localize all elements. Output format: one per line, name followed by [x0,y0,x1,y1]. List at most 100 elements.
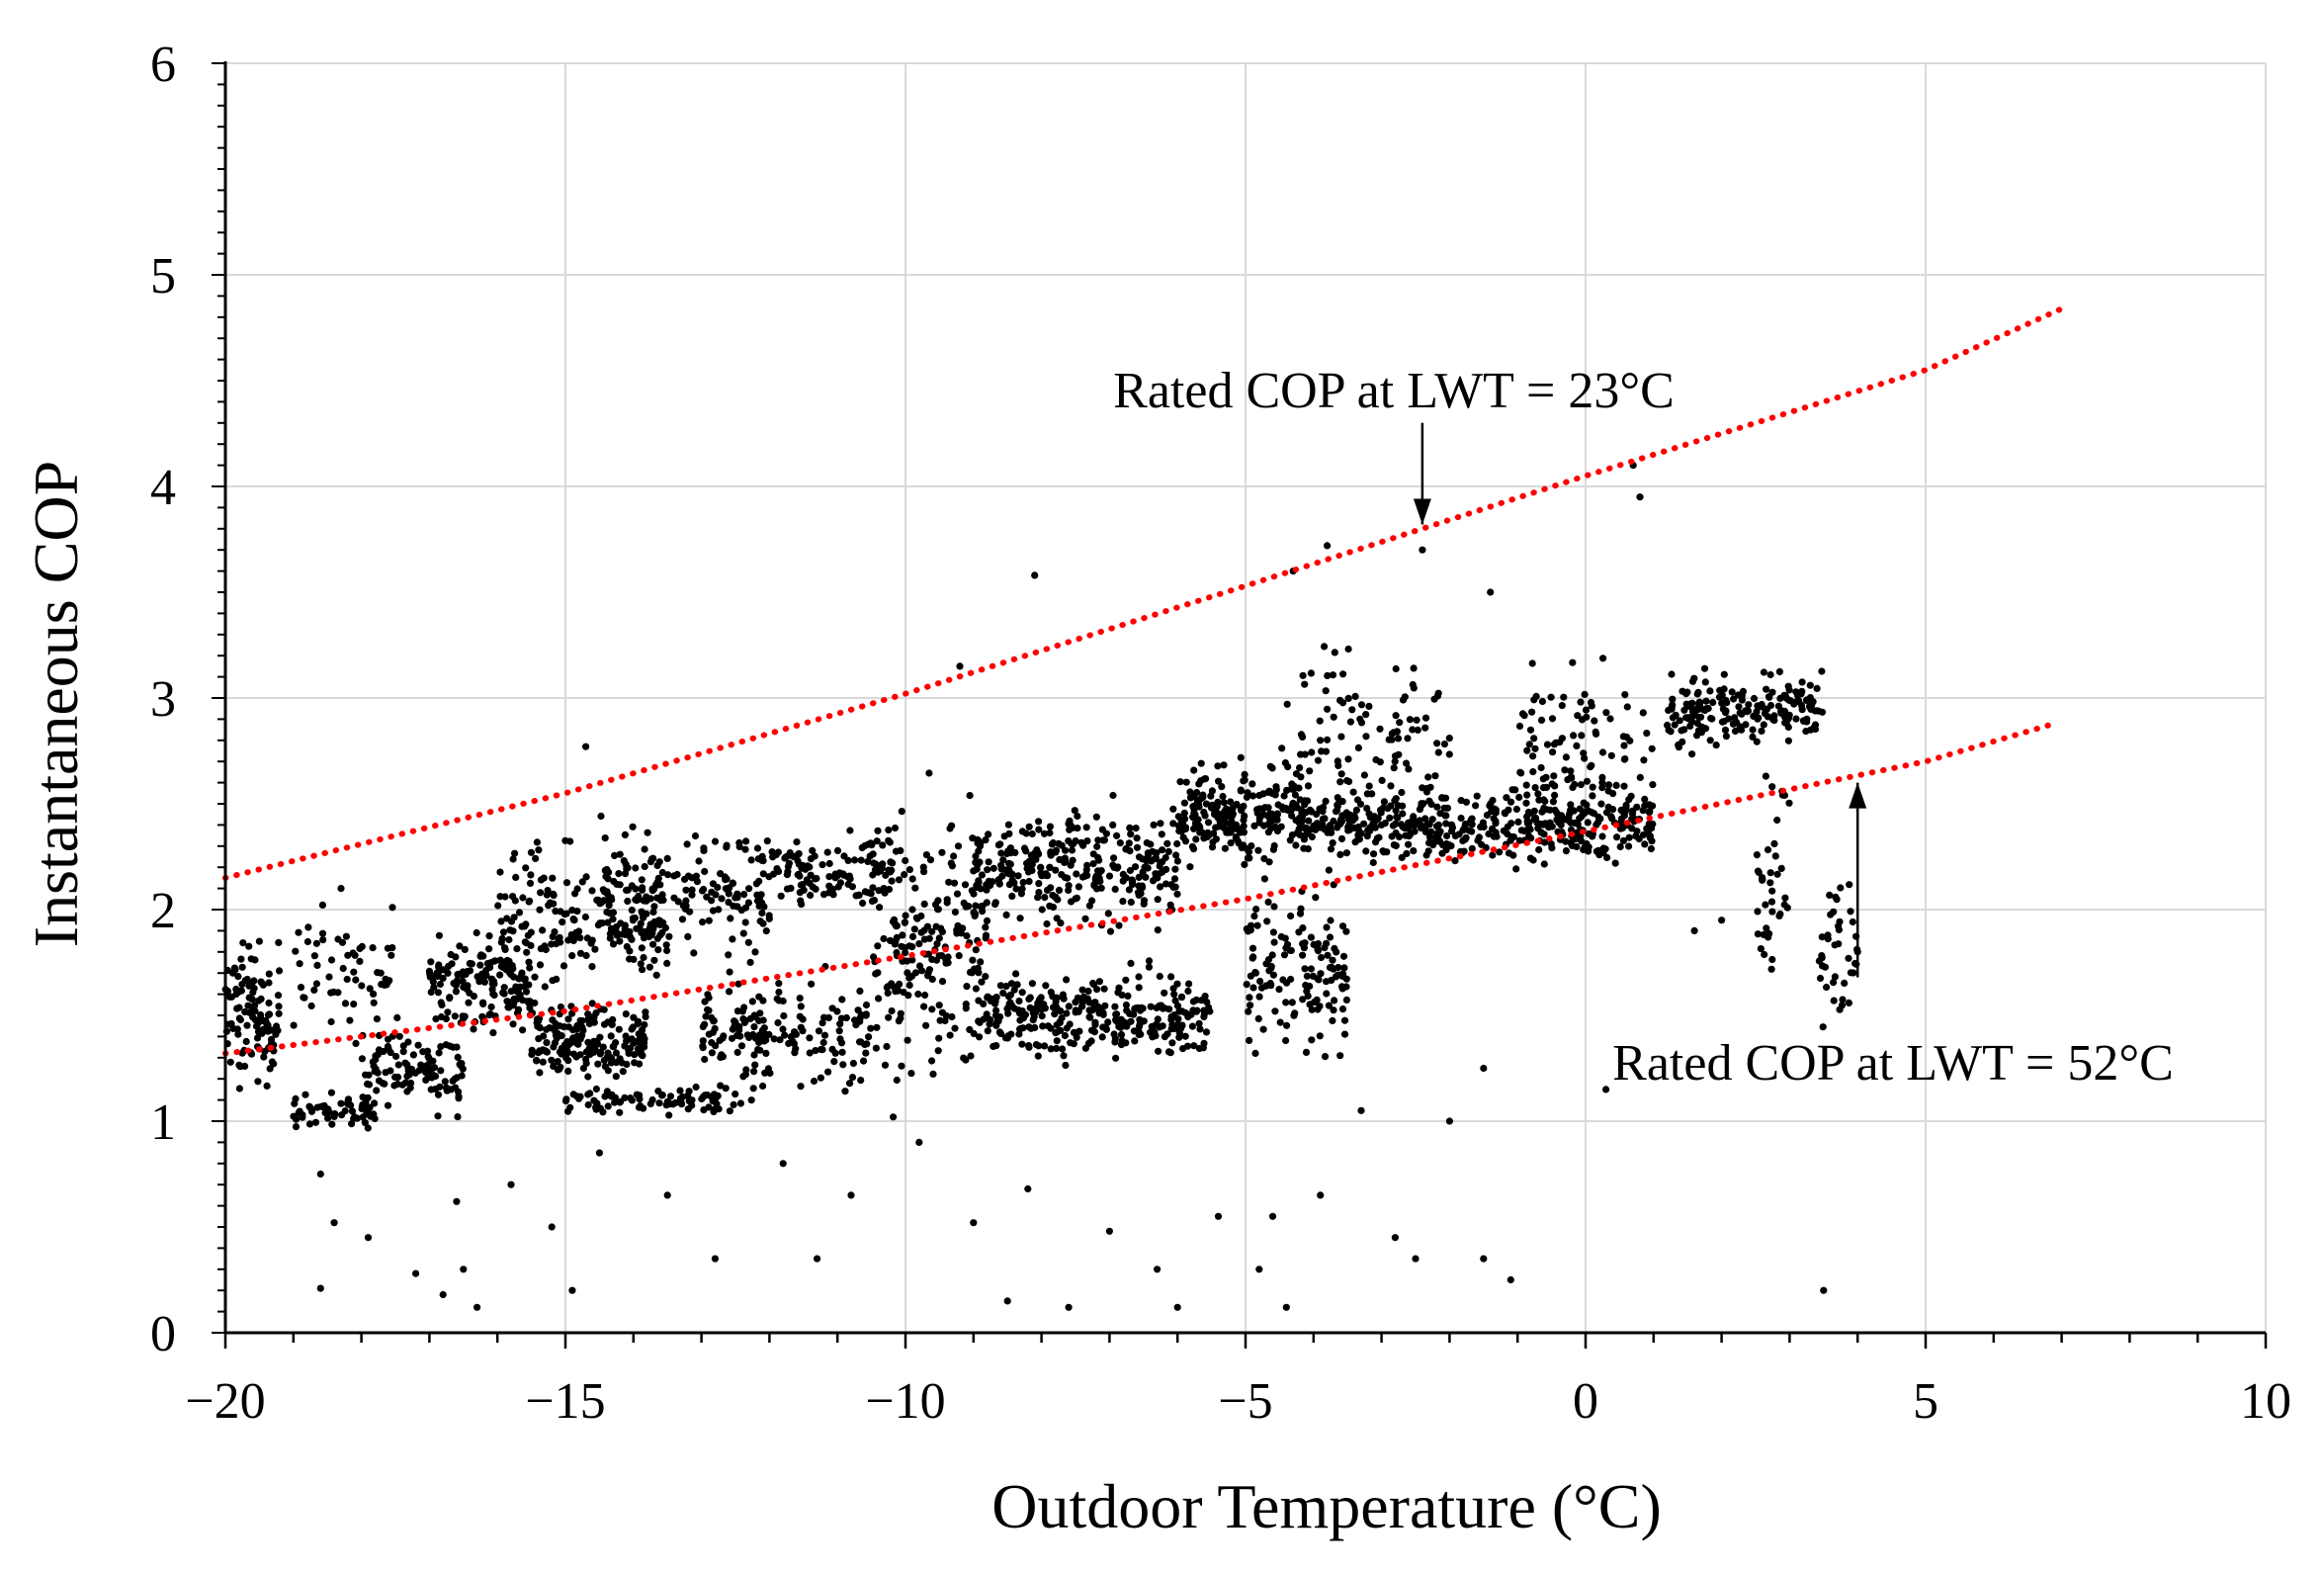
data-point [1386,814,1394,822]
data-point [1052,998,1060,1006]
data-point [1028,980,1036,988]
data-point [1221,844,1229,852]
data-point [1344,827,1352,834]
data-point [473,973,481,981]
data-point [605,902,613,910]
data-point [1766,879,1774,887]
data-point [1722,733,1730,741]
data-point [825,859,833,868]
data-point [238,1049,246,1057]
data-point [803,876,812,884]
data-point [1539,784,1548,792]
data-point [1240,777,1248,785]
data-point [1266,818,1274,826]
data-point [1321,944,1329,952]
data-point [1237,753,1245,761]
data-point [1158,830,1165,838]
data-point [1049,903,1058,912]
data-point [1315,976,1323,984]
data-point [265,999,273,1007]
data-point-outlier [663,1191,671,1199]
data-point [862,1011,870,1019]
data-point [760,1037,768,1045]
data-point [1109,821,1117,830]
data-point [1069,824,1076,831]
data-point [1515,793,1523,802]
data-point [889,859,897,867]
data-point [1307,965,1315,973]
data-point [911,884,919,892]
data-point [1284,807,1292,815]
data-point [1282,999,1290,1006]
data-point [1798,678,1806,686]
data-point [1546,819,1554,827]
data-point [1006,844,1014,852]
data-point [750,1051,758,1059]
data-point-outlier [439,1290,447,1299]
data-point-outlier [1602,1086,1610,1093]
data-point [1331,649,1338,656]
data-point [1763,924,1770,932]
data-point [255,997,263,1005]
data-point [567,932,576,940]
data-point [338,1111,346,1119]
data-point [638,876,646,884]
data-point [811,852,818,860]
data-point [1421,828,1429,836]
data-point [759,1082,767,1091]
data-point [1326,933,1334,941]
axes [212,61,2268,1349]
data-point [1578,732,1586,740]
data-point [765,912,773,919]
data-point [1451,831,1459,840]
data-point [1102,1024,1110,1032]
data-point [1625,833,1633,841]
data-point [1567,773,1576,781]
data-point [1008,892,1016,901]
data-point [848,883,857,891]
data-point [1175,827,1183,835]
data-point [1712,742,1720,749]
data-point [640,1104,647,1112]
data-point [717,1082,725,1090]
data-point [435,931,443,939]
data-point [861,841,869,850]
data-point [373,1015,381,1023]
data-point [1738,726,1746,734]
data-point [370,990,378,999]
data-point [1599,655,1607,662]
data-point [1577,698,1585,706]
data-point [1299,812,1307,821]
data-point [1029,1008,1037,1016]
data-point [1170,875,1179,883]
data-point [1162,865,1170,874]
data-point [1111,885,1119,894]
data-point [597,812,605,821]
data-point [1838,1002,1847,1009]
data-point [1348,817,1357,825]
data-point [384,1101,392,1109]
data-point [1100,985,1108,993]
data-point [1569,783,1577,792]
data-point [1500,827,1507,834]
data-point [1181,1032,1189,1040]
data-point [896,980,904,989]
data-point [1768,908,1776,916]
data-point [1135,973,1143,981]
data-point [293,1115,301,1123]
data-point [603,1088,612,1095]
data-point [1039,1022,1047,1030]
data-point [974,861,982,869]
data-point [1324,705,1332,713]
data-point [1718,699,1726,707]
data-point [1270,841,1278,850]
data-point [1283,786,1291,795]
data-point [1826,891,1834,900]
data-point [275,967,284,975]
data-point [518,922,526,930]
data-point [824,1013,833,1021]
data-point [1794,691,1802,700]
data-point [582,873,590,881]
data-point [1300,835,1308,843]
